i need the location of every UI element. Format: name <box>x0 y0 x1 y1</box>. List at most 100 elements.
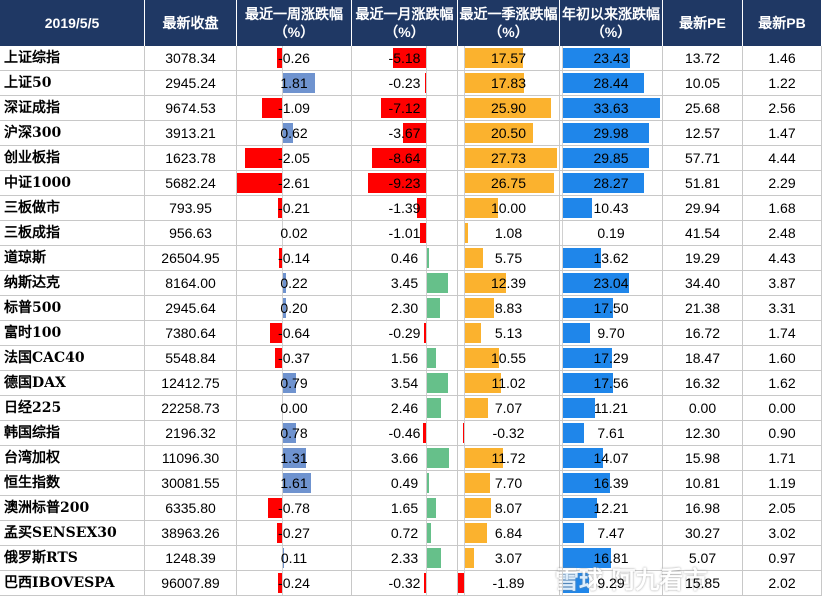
bar-zero-line <box>426 46 427 70</box>
index-name-cell: 韩国综指 <box>0 421 145 446</box>
table-row: 恒生指数 30081.55 1.61 0.49 7.70 16.39 10.81 1.19 <box>0 471 822 496</box>
cell-close: 96007.89 <box>145 571 237 596</box>
value-label: 29.85 <box>593 150 629 166</box>
bar-zero-line <box>562 121 563 145</box>
bar-zero-line <box>464 46 465 70</box>
name-label: 标普500 <box>4 300 62 316</box>
cell-q: 5.75 <box>458 246 560 271</box>
pb-label: 3.31 <box>768 300 796 316</box>
cell-pe: 51.81 <box>663 171 743 196</box>
value-label: 8.83 <box>494 300 523 316</box>
cell-close: 3913.21 <box>145 121 237 146</box>
index-name-cell: 创业板指 <box>0 146 145 171</box>
index-name-cell: 恒生指数 <box>0 471 145 496</box>
pe-label: 12.30 <box>684 425 721 441</box>
positive-bar <box>464 248 484 268</box>
cell-m: -0.29 <box>352 321 458 346</box>
value-label: -7.12 <box>388 100 421 116</box>
cell-pe: 16.98 <box>663 496 743 521</box>
value-label: -0.78 <box>278 500 310 516</box>
table-row: 台湾加权 11096.30 1.31 3.66 11.72 14.07 15.98 1.71 <box>0 446 822 471</box>
cell-pb: 1.19 <box>743 471 822 496</box>
negative-bar <box>262 98 282 118</box>
cell-close: 5682.24 <box>145 171 237 196</box>
cell-pe: 41.54 <box>663 221 743 246</box>
cell-m: -1.01 <box>352 221 458 246</box>
positive-bar <box>426 398 442 418</box>
bar-zero-line <box>282 396 283 420</box>
value-label: -5.18 <box>388 50 421 66</box>
value-label: -0.32 <box>492 425 525 441</box>
bar-zero-line <box>562 321 563 345</box>
index-name-cell: 俄罗斯RTS <box>0 546 145 571</box>
bar-zero-line <box>562 196 563 220</box>
value-label: 7.70 <box>494 475 523 491</box>
table-row: 三板做市 793.95 -0.21 -1.39 10.00 10.43 29.94 1.68 <box>0 196 822 221</box>
positive-bar <box>464 348 500 368</box>
value-label: 27.73 <box>490 150 527 166</box>
cell-m: 0.49 <box>352 471 458 496</box>
positive-bar <box>282 373 297 393</box>
cell-pe: 10.05 <box>663 71 743 96</box>
value-label: -1.39 <box>388 200 421 216</box>
bar-zero-line <box>562 146 563 170</box>
value-label: -1.89 <box>492 575 525 591</box>
value-label: 25.90 <box>490 100 527 116</box>
bar-zero-line <box>464 271 465 295</box>
cell-pe: 21.38 <box>663 296 743 321</box>
cell-y: 14.07 <box>560 446 663 471</box>
cell-y: 23.04 <box>560 271 663 296</box>
cell-w: -0.64 <box>237 321 352 346</box>
name-label: 俄罗斯RTS <box>4 550 78 566</box>
bar-zero-line <box>464 371 465 395</box>
value-label: 3.07 <box>494 550 523 566</box>
pb-label: 1.74 <box>768 325 796 341</box>
index-name-cell: 澳洲标普200 <box>0 496 145 521</box>
value-label: 17.56 <box>593 375 629 391</box>
bar-zero-line <box>282 296 283 320</box>
bar-zero-line <box>282 246 283 270</box>
value-label: 10.00 <box>490 200 527 216</box>
cell-w: 0.79 <box>237 371 352 396</box>
value-label: 29.98 <box>593 125 629 141</box>
bar-zero-line <box>426 446 427 470</box>
value-label: 2.33 <box>390 550 419 566</box>
watermark: 雪球 阿九看市 <box>555 566 708 594</box>
value-label: 0.22 <box>280 275 308 291</box>
close-label: 22258.73 <box>161 400 220 416</box>
bar-zero-line <box>464 171 465 195</box>
value-label: 1.31 <box>280 450 308 466</box>
cell-y: 10.43 <box>560 196 663 221</box>
positive-bar <box>562 373 613 393</box>
bar-zero-line <box>426 521 427 545</box>
cell-y: 7.61 <box>560 421 663 446</box>
pb-label: 1.19 <box>768 475 796 491</box>
bar-zero-line <box>282 371 283 395</box>
index-name-cell: 台湾加权 <box>0 446 145 471</box>
value-label: 0.20 <box>280 300 308 316</box>
cell-m: -0.32 <box>352 571 458 596</box>
bar-zero-line <box>426 121 427 145</box>
pb-label: 1.46 <box>768 50 796 66</box>
index-name-cell: 纳斯达克 <box>0 271 145 296</box>
table-row: 韩国综指 2196.32 0.78 -0.46 -0.32 7.61 12.30 0.90 <box>0 421 822 446</box>
cell-pb: 0.00 <box>743 396 822 421</box>
positive-bar <box>562 248 602 268</box>
cell-q: 27.73 <box>458 146 560 171</box>
cell-close: 956.63 <box>145 221 237 246</box>
cell-m: 0.72 <box>352 521 458 546</box>
cell-q: 8.83 <box>458 296 560 321</box>
table-row: 道琼斯 26504.95 -0.14 0.46 5.75 13.62 19.29 4.43 <box>0 246 822 271</box>
close-label: 3913.21 <box>165 125 216 141</box>
bar-zero-line <box>282 521 283 545</box>
cell-w: 0.78 <box>237 421 352 446</box>
bar-zero-line <box>464 571 465 595</box>
pb-label: 0.97 <box>768 550 796 566</box>
name-label: 德国DAX <box>4 375 66 391</box>
cell-m: -3.67 <box>352 121 458 146</box>
positive-bar <box>426 298 441 318</box>
value-label: -1.01 <box>388 225 421 241</box>
cell-q: 1.08 <box>458 221 560 246</box>
bar-zero-line <box>464 396 465 420</box>
cell-w: -2.05 <box>237 146 352 171</box>
